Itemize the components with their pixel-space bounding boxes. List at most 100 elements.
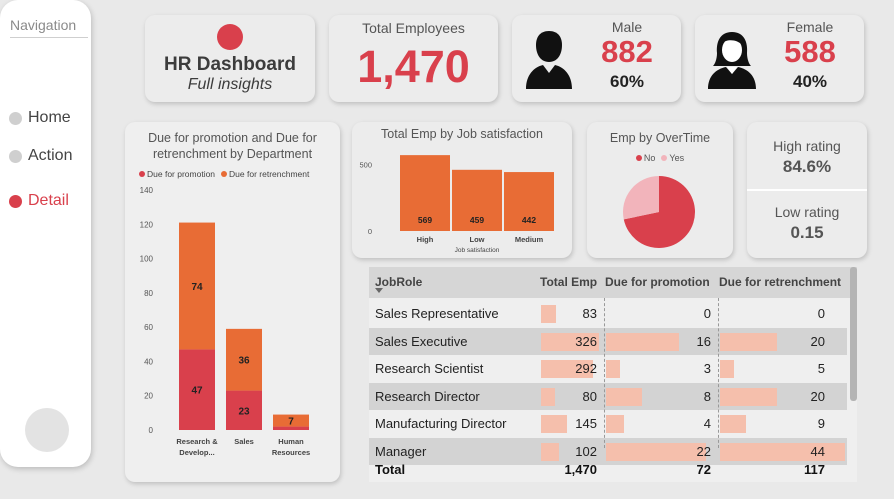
column-header-total-emp[interactable]: Total Emp xyxy=(540,275,598,289)
legend-item-no[interactable]: No xyxy=(635,153,655,163)
y-tick-label: 140 xyxy=(140,186,154,195)
column-header-due-promotion[interactable]: Due for promotion xyxy=(605,275,710,289)
total-emp-bar xyxy=(541,442,559,461)
table-scrollbar[interactable] xyxy=(850,267,857,401)
female-percent: 40% xyxy=(792,72,828,91)
column-divider xyxy=(718,298,719,448)
retrenchment-cell: 20 xyxy=(810,333,825,349)
y-tick-label: 80 xyxy=(144,289,153,298)
bar-data-label: 442 xyxy=(522,215,536,225)
title-card: HR Dashboard Full insights xyxy=(145,15,315,102)
nav-circle-button[interactable] xyxy=(25,408,69,452)
table-header: JobRole Total Emp Due for promotion Due … xyxy=(369,267,857,298)
x-axis-label: Job satisfaction xyxy=(455,247,500,254)
bar-promotion xyxy=(226,390,262,430)
retrenchment-bar xyxy=(720,415,746,433)
nav-item-detail[interactable]: Detail xyxy=(9,192,69,210)
table-row[interactable]: Manufacturing Director 145 4 9 xyxy=(369,410,847,438)
y-tick-label: 500 xyxy=(359,160,372,169)
total-employees-label: Total Employees xyxy=(362,20,465,36)
retrenchment-cell: 44 xyxy=(810,443,825,459)
total-label: Total xyxy=(375,462,406,477)
table-total-row: Total 1,470 72 117 xyxy=(369,457,847,482)
nav-item-home[interactable]: Home xyxy=(9,109,71,127)
male-person-icon xyxy=(526,31,572,89)
promotion-cell: 0 xyxy=(703,306,711,321)
male-card: Male 882 60% xyxy=(512,15,681,102)
legend-swatch-icon xyxy=(221,171,228,177)
total-emp-sum: 1,470 xyxy=(564,462,597,477)
bar-data-label: 47 xyxy=(191,386,203,397)
rating-divider xyxy=(747,189,867,191)
promotion-retrenchment-chart-card: Due for promotion and Due for retrenchme… xyxy=(125,122,340,482)
high-rating-value: 84.6% xyxy=(782,157,832,176)
column-header-due-retrenchment[interactable]: Due for retrenchment xyxy=(719,275,842,289)
overtime-chart-title: Emp by OverTime xyxy=(609,131,711,145)
retrenchment-cell: 5 xyxy=(817,361,825,376)
overtime-pie-svg xyxy=(623,176,695,248)
navigation-divider xyxy=(10,37,88,38)
legend-swatch-icon xyxy=(139,171,145,177)
promotion-bar xyxy=(606,415,624,433)
y-tick-label: 60 xyxy=(144,323,153,332)
jobrole-cell: Manufacturing Director xyxy=(375,416,507,431)
bar xyxy=(400,155,450,231)
promotion-bar xyxy=(606,360,620,378)
bar-data-label: 7 xyxy=(288,417,294,428)
table-row[interactable]: Manager 102 22 44 xyxy=(369,437,847,465)
bar-promotion xyxy=(273,426,309,430)
nav-item-label: Detail xyxy=(28,192,69,209)
jobrole-cell: Sales Executive xyxy=(375,333,468,349)
total-emp-cell: 145 xyxy=(575,416,597,431)
table-row[interactable]: Research Scientist 292 3 5 xyxy=(369,355,847,383)
jobrole-cell: Manager xyxy=(375,443,427,459)
sort-caret-icon[interactable] xyxy=(375,288,383,293)
dashboard-subtitle: Full insights xyxy=(187,76,273,93)
table-row[interactable]: Sales Executive 326 16 20 xyxy=(369,327,847,355)
logo-dot-icon xyxy=(217,24,243,50)
x-tick-label: Medium xyxy=(515,235,544,244)
bar xyxy=(504,172,554,231)
total-emp-cell: 80 xyxy=(582,388,597,404)
y-tick-label: 20 xyxy=(144,392,153,401)
navigation-panel: Navigation Home Action Detail xyxy=(0,0,91,467)
pie-slice-no xyxy=(623,176,695,248)
job-satisfaction-chart-card: Total Emp by Job satisfaction 0 500 569 Hig… xyxy=(352,122,572,258)
legend-item-yes[interactable]: Yes xyxy=(661,153,684,163)
bar-data-label: 569 xyxy=(418,215,432,225)
male-percent: 60% xyxy=(609,72,645,91)
y-tick-label: 100 xyxy=(140,255,154,264)
bar-data-label: 459 xyxy=(470,215,484,225)
total-emp-bar xyxy=(541,305,556,323)
table-row[interactable]: Sales Representative 83 0 0 xyxy=(369,300,847,328)
bar-retrenchment xyxy=(273,414,309,427)
table-row[interactable]: Research Director 80 8 20 xyxy=(369,382,847,410)
female-card: Female 588 40% xyxy=(695,15,864,102)
x-tick-label: Human Resources xyxy=(272,437,310,457)
total-emp-bar xyxy=(541,360,593,378)
female-count: 588 xyxy=(784,34,836,69)
nav-item-action[interactable]: Action xyxy=(9,147,72,165)
legend-item-retrenchment[interactable]: Due for retrenchment xyxy=(221,169,309,179)
retrenchment-cell: 0 xyxy=(817,306,825,321)
x-tick-label: Research & Develop... xyxy=(176,437,218,457)
total-employees-value: 1,470 xyxy=(357,41,470,92)
retrenchment-bar xyxy=(720,387,777,406)
total-emp-cell: 83 xyxy=(582,306,597,321)
total-emp-bar xyxy=(541,415,567,433)
female-person-icon xyxy=(708,32,756,89)
promotion-chart-title: Due for promotion and Due for retrenchme… xyxy=(148,131,317,161)
x-tick-label: Sales xyxy=(234,437,254,446)
high-rating-label: High rating xyxy=(773,138,841,154)
column-header-jobrole[interactable]: JobRole xyxy=(375,275,423,289)
total-emp-cell: 292 xyxy=(575,361,597,376)
bar-promotion xyxy=(179,349,215,430)
legend-item-promotion[interactable]: Due for promotion xyxy=(139,169,215,179)
total-emp-bar xyxy=(541,387,555,406)
retrenchment-cell: 20 xyxy=(810,388,825,404)
rating-card: High rating 84.6% Low rating 0.15 xyxy=(747,122,867,258)
overtime-legend: No Yes xyxy=(587,153,733,163)
total-employees-card: Total Employees 1,470 xyxy=(329,15,498,102)
nav-item-label: Home xyxy=(28,109,71,126)
promotion-chart-svg: 0 20 40 60 80 100 120 140 47 74 23 36 7 Research & Dev… xyxy=(140,186,311,457)
